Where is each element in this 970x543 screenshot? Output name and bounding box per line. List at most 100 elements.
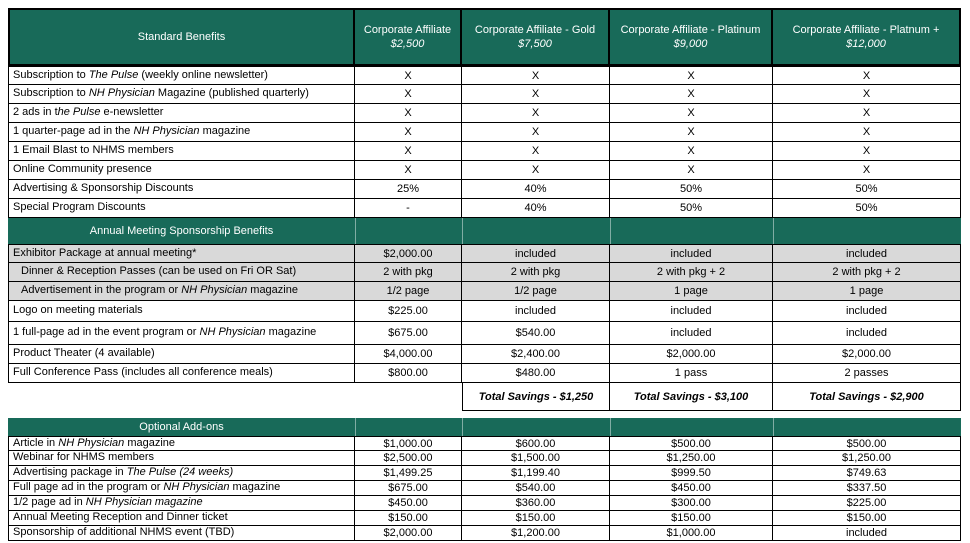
benefit-value: X — [355, 66, 462, 85]
band-cell — [462, 218, 610, 244]
benefit-label-italic: he Pulse — [57, 106, 101, 118]
benefit-value: X — [610, 161, 773, 180]
benefit-value: included — [773, 526, 961, 541]
benefit-value: - — [355, 199, 462, 218]
benefit-value: X — [355, 161, 462, 180]
total-savings-value-platinum: Total Savings - $3,100 — [610, 383, 773, 411]
benefit-label: Sponsorship of additional NHMS event (TB… — [8, 526, 355, 541]
benefit-value: X — [355, 142, 462, 161]
annual-section-band: Annual Meeting Sponsorship Benefits — [8, 218, 961, 244]
benefit-value: $675.00 — [355, 322, 462, 345]
benefit-value: X — [355, 104, 462, 123]
benefit-label-text: magazine — [247, 284, 298, 296]
benefit-value: X — [462, 123, 610, 142]
table-row: Online Community presence X X X X — [8, 161, 961, 180]
benefit-value: $500.00 — [773, 436, 961, 451]
benefit-label-text: magazine — [229, 481, 281, 493]
column-header-name: Corporate Affiliate - Platnum + — [792, 24, 940, 36]
benefit-value: $2,000.00 — [355, 244, 462, 263]
benefit-value: included — [610, 244, 773, 263]
benefit-value: 1 page — [773, 282, 961, 301]
benefit-label-italic: NH Physician — [133, 125, 200, 137]
benefit-label-italic: NH Physician — [163, 481, 230, 493]
benefit-label-text: Article in — [13, 437, 59, 449]
benefit-label: 1 quarter-page ad in the NH Physician ma… — [8, 123, 355, 142]
table-row: Article in NH Physician magazine $1,000.0… — [8, 436, 961, 451]
benefit-value: $300.00 — [610, 496, 773, 511]
table-row: Full page ad in the program or NH Physic… — [8, 481, 961, 496]
benefit-value: X — [462, 104, 610, 123]
benefit-value: included — [773, 301, 961, 322]
benefit-value: $1,500.00 — [462, 451, 610, 466]
column-header-platinum-plus: Corporate Affiliate - Platnum + $12,000 — [773, 8, 961, 66]
column-header-gold: Corporate Affiliate - Gold $7,500 — [462, 8, 610, 66]
benefit-value: included — [610, 301, 773, 322]
benefit-label-text: magazine — [124, 437, 176, 449]
benefit-label-text: Full page ad in the program or — [13, 481, 164, 493]
benefit-label: 1 full-page ad in the event program or N… — [8, 322, 355, 345]
benefit-value: 2 with pkg — [355, 263, 462, 282]
benefit-value: $4,000.00 — [355, 345, 462, 364]
benefit-value: 25% — [355, 180, 462, 199]
benefit-label-text: Product Theater (4 available) — [13, 347, 155, 359]
column-header-price: $7,500 — [518, 38, 552, 50]
benefit-value: $1,200.00 — [462, 526, 610, 541]
benefit-label-text: Subscription to — [13, 87, 89, 99]
benefit-value: $450.00 — [610, 481, 773, 496]
benefit-label-text: 1/2 page ad in — [13, 496, 86, 508]
table-row: Advertisement in the program or NH Physi… — [8, 282, 961, 301]
benefit-label-text: 1 quarter-page ad in the — [13, 125, 134, 137]
benefit-label-text: magazine — [265, 326, 317, 338]
benefit-value: X — [773, 123, 961, 142]
column-header-affiliate: Corporate Affiliate $2,500 — [355, 8, 462, 66]
benefit-value: $337.50 — [773, 481, 961, 496]
benefit-label-text: 1 full-page ad in the event program or — [13, 326, 200, 338]
benefit-value: $749.63 — [773, 466, 961, 481]
band-cell — [355, 218, 462, 244]
benefit-label: Exhibitor Package at annual meeting* — [8, 244, 355, 263]
benefit-value: $2,500.00 — [355, 451, 462, 466]
column-header-price: $12,000 — [846, 38, 886, 50]
standard-benefits-header-label: Standard Benefits — [137, 31, 226, 43]
column-header-name: Corporate Affiliate - Gold — [474, 24, 596, 36]
table-row: Dinner & Reception Passes (can be used o… — [8, 263, 961, 282]
benefit-value: X — [610, 66, 773, 85]
benefit-label: Dinner & Reception Passes (can be used o… — [8, 263, 355, 282]
benefit-value: $2,000.00 — [355, 526, 462, 541]
benefit-label-italic: NH Physician — [181, 284, 248, 296]
benefit-value: included — [773, 322, 961, 345]
benefit-label-text: Online Community presence — [13, 163, 152, 175]
benefit-value: $150.00 — [773, 511, 961, 526]
benefit-value: included — [462, 301, 610, 322]
savings-empty-cell — [8, 383, 355, 411]
benefit-value: X — [610, 85, 773, 104]
benefit-value: $150.00 — [610, 511, 773, 526]
benefit-value: $150.00 — [355, 511, 462, 526]
benefit-label: Advertising package in The Pulse (24 wee… — [8, 466, 355, 481]
benefit-label-text: Exhibitor Package at annual meeting* — [13, 247, 197, 259]
standard-benefits-header: Standard Benefits — [8, 8, 355, 66]
table-row: Sponsorship of additional NHMS event (TB… — [8, 526, 961, 541]
benefit-value: $360.00 — [462, 496, 610, 511]
benefit-value: X — [773, 85, 961, 104]
benefit-value: 2 with pkg + 2 — [610, 263, 773, 282]
benefit-value: 40% — [462, 180, 610, 199]
benefit-label: 1 Email Blast to NHMS members — [8, 142, 355, 161]
benefit-label-text: Full Conference Pass (includes all confe… — [13, 366, 273, 378]
benefit-value: 2 with pkg — [462, 263, 610, 282]
benefit-value: included — [610, 322, 773, 345]
benefit-label-text: Advertising package in — [13, 466, 127, 478]
column-header-name: Corporate Affiliate — [363, 24, 452, 36]
benefit-value: X — [462, 142, 610, 161]
benefit-label: Product Theater (4 available) — [8, 345, 355, 364]
benefit-value: 1 pass — [610, 364, 773, 383]
band-cell — [773, 218, 961, 244]
benefit-label: Full page ad in the program or NH Physic… — [8, 481, 355, 496]
benefit-value: $480.00 — [462, 364, 610, 383]
benefit-value: X — [773, 66, 961, 85]
benefit-label: Full Conference Pass (includes all confe… — [8, 364, 355, 383]
benefit-label-text: Webinar for NHMS members — [13, 451, 154, 463]
band-cell — [610, 418, 773, 436]
benefit-value: $540.00 — [462, 322, 610, 345]
table-row: 1 full-page ad in the event program or N… — [8, 322, 961, 345]
